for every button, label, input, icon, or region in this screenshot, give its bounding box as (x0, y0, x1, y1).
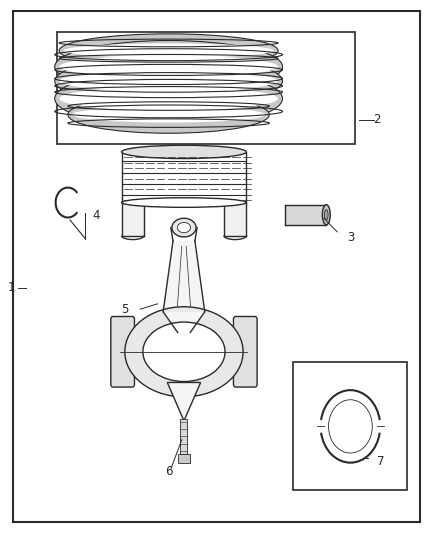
Polygon shape (161, 312, 207, 333)
Ellipse shape (121, 145, 246, 159)
Text: 6: 6 (165, 465, 173, 478)
Ellipse shape (59, 86, 278, 111)
Text: 3: 3 (347, 231, 354, 244)
Ellipse shape (55, 70, 283, 127)
Text: 2: 2 (373, 114, 381, 126)
Ellipse shape (325, 210, 328, 220)
Polygon shape (224, 203, 246, 236)
Ellipse shape (143, 322, 225, 382)
Bar (293, 362, 407, 490)
Bar (180, 419, 187, 454)
Ellipse shape (172, 219, 196, 237)
Ellipse shape (59, 70, 278, 92)
Ellipse shape (125, 307, 243, 397)
FancyBboxPatch shape (111, 317, 134, 387)
Text: 5: 5 (121, 303, 128, 316)
Ellipse shape (121, 198, 246, 207)
Ellipse shape (64, 44, 274, 58)
Ellipse shape (177, 222, 191, 233)
Ellipse shape (68, 96, 269, 133)
Bar (285, 205, 326, 225)
Text: 4: 4 (92, 209, 100, 222)
Bar (178, 454, 190, 463)
Polygon shape (163, 241, 205, 312)
Polygon shape (167, 383, 201, 421)
Ellipse shape (59, 34, 278, 67)
Ellipse shape (55, 57, 283, 106)
Ellipse shape (322, 205, 330, 225)
Ellipse shape (55, 41, 283, 93)
Bar (121, 152, 246, 203)
Ellipse shape (72, 107, 265, 123)
Text: 7: 7 (377, 455, 385, 467)
Ellipse shape (59, 55, 278, 78)
Bar (57, 32, 355, 144)
Polygon shape (121, 203, 144, 236)
FancyBboxPatch shape (233, 317, 257, 387)
Text: 1: 1 (7, 281, 15, 294)
